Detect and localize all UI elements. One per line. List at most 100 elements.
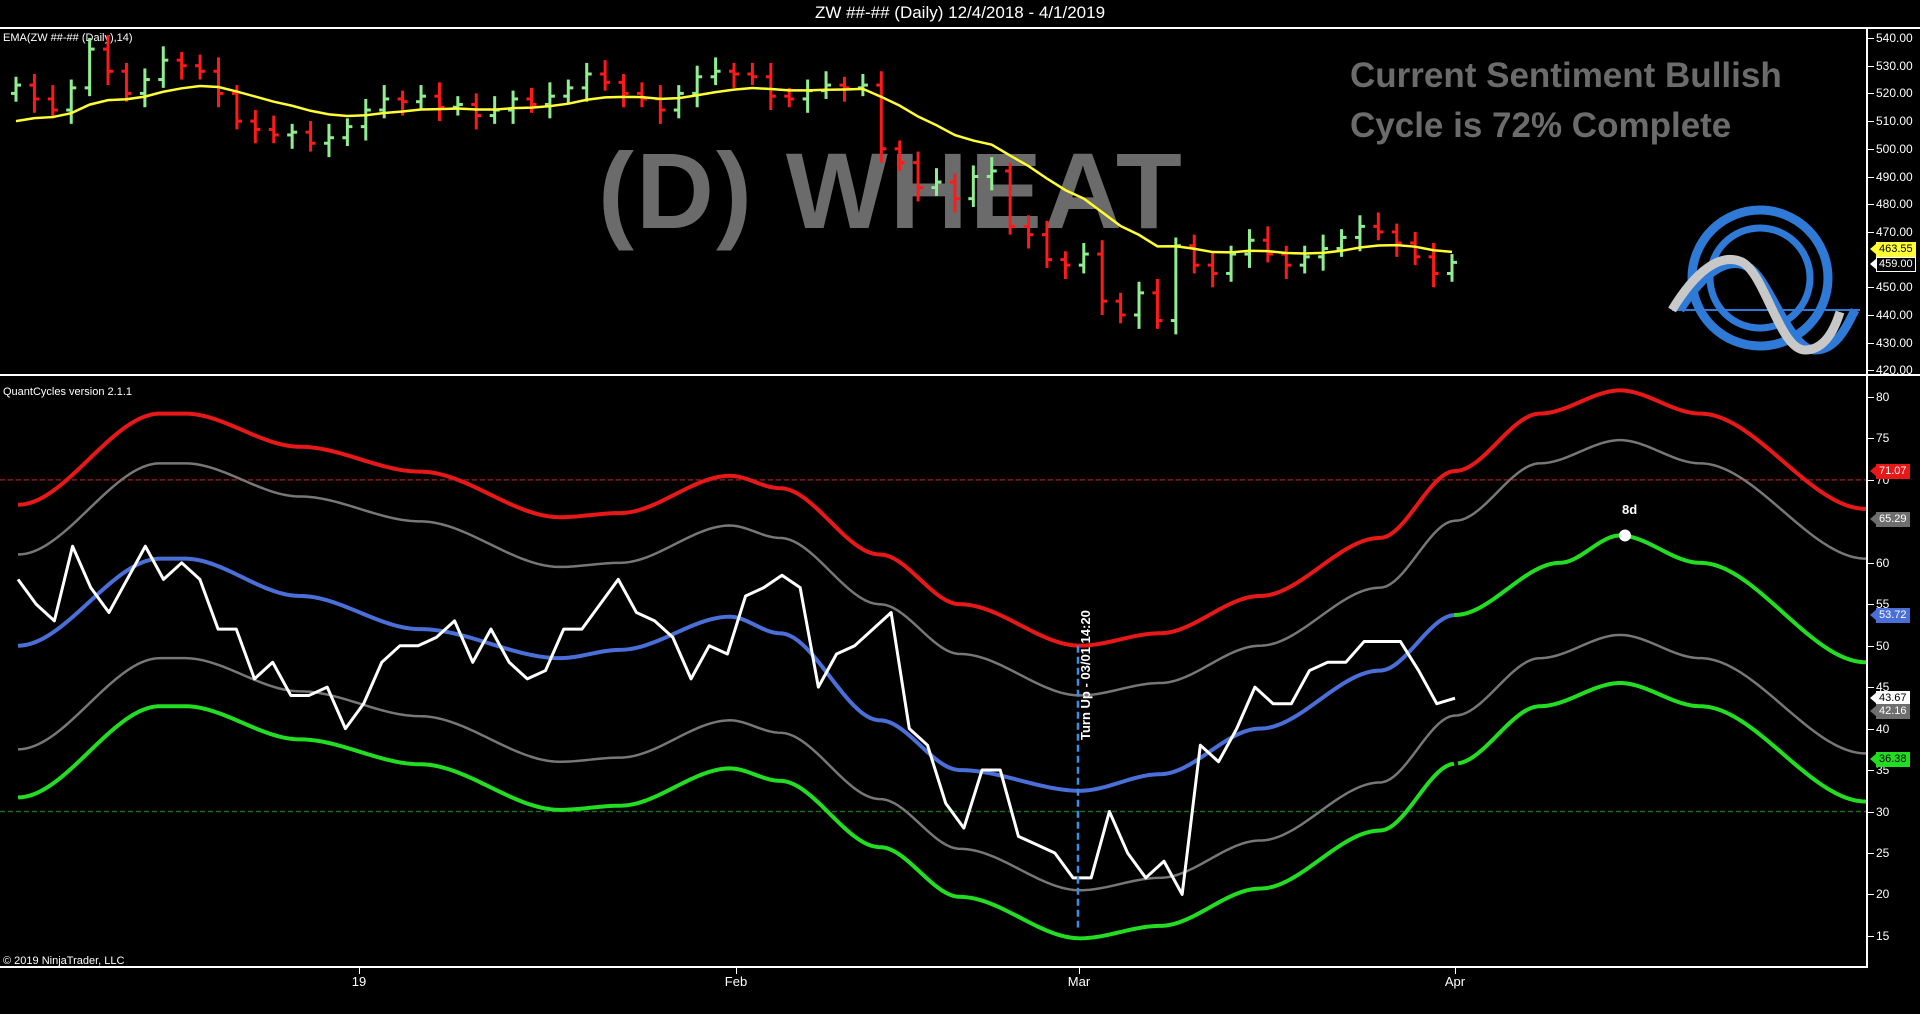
- mid-cycle-line: [17, 556, 1455, 793]
- price-flag: 463.55: [1870, 241, 1916, 257]
- x-axis-line: [0, 966, 1866, 968]
- oscillator-axis-tick: 30: [1867, 804, 1890, 819]
- oscillator-line: [16, 544, 1456, 896]
- oscillator-axis-tick: 50: [1867, 638, 1890, 653]
- down-bar: [29, 74, 40, 113]
- title-divider: [0, 27, 1920, 29]
- oscillator-flag: 65.29: [1870, 511, 1910, 527]
- down-bar: [1410, 231, 1421, 266]
- up-bar: [342, 118, 353, 147]
- price-axis-tick: 510.00: [1868, 114, 1913, 129]
- up-bar: [673, 85, 684, 119]
- up-bar: [692, 65, 703, 108]
- up-bar: [1134, 281, 1145, 329]
- down-bar: [434, 82, 445, 122]
- down-bar: [1373, 212, 1384, 241]
- ema-indicator-label: EMA(ZW ##-## (Daily),14): [3, 32, 133, 44]
- up-bar: [360, 98, 371, 141]
- oscillator-flag: 71.07: [1870, 464, 1910, 480]
- cycle-complete-text: Cycle is 72% Complete: [1350, 106, 1732, 145]
- price-axis-tick: 540.00: [1868, 31, 1913, 45]
- price-axis-tick: 430.00: [1868, 335, 1913, 350]
- price-axis-tick: 530.00: [1868, 58, 1913, 73]
- oscillator-axis-tick: 75: [1867, 431, 1890, 446]
- down-bar: [268, 115, 279, 144]
- down-bar: [1115, 292, 1126, 324]
- down-bar: [765, 62, 776, 111]
- down-bar: [1207, 251, 1218, 288]
- up-bar: [416, 85, 427, 111]
- up-bar: [287, 123, 298, 149]
- up-bar: [710, 57, 721, 86]
- down-bar: [636, 82, 647, 108]
- down-bar: [876, 71, 887, 163]
- down-bar: [1041, 220, 1052, 268]
- x-axis-label: 19: [351, 974, 367, 989]
- price-flag: 459.00: [1870, 257, 1916, 273]
- up-bar: [84, 38, 95, 97]
- down-bar: [176, 51, 187, 80]
- lower-inner-band-line: [17, 633, 1866, 892]
- down-bar: [250, 110, 261, 144]
- y-axis-line: [1866, 28, 1868, 968]
- down-bar: [949, 173, 960, 213]
- oscillator-chart[interactable]: [0, 0, 1866, 966]
- up-bar: [563, 79, 574, 105]
- oscillator-flag: 53.72: [1870, 607, 1910, 623]
- oscillator-flag: 42.16: [1870, 703, 1910, 719]
- up-bar: [1354, 215, 1365, 252]
- down-bar: [1152, 278, 1163, 329]
- oscillator-axis-tick: 80: [1867, 390, 1890, 404]
- sentiment-text: Current Sentiment Bullish: [1350, 56, 1782, 95]
- down-bar: [894, 140, 905, 171]
- up-bar: [1078, 242, 1089, 274]
- down-bar: [103, 35, 114, 86]
- oscillator-axis-tick: 25: [1867, 845, 1890, 860]
- down-bar: [747, 62, 758, 86]
- up-bar: [66, 79, 77, 124]
- x-axis-label: Mar: [1067, 974, 1091, 989]
- oscillator-axis-tick: 15: [1867, 928, 1890, 943]
- up-bar: [931, 168, 942, 196]
- oscillator-flag: 43.67: [1870, 691, 1910, 707]
- price-axis-tick: 470.00: [1868, 224, 1913, 239]
- down-bar: [1189, 234, 1200, 274]
- up-bar: [158, 46, 169, 88]
- up-bar: [139, 68, 150, 108]
- down-bar: [1005, 162, 1016, 235]
- cycle-marker-label: 8d: [1622, 502, 1638, 517]
- up-bar: [452, 96, 463, 116]
- x-tick-mark: [1079, 968, 1080, 974]
- up-bar: [323, 123, 334, 158]
- mid-cycle-projection: [1453, 533, 1866, 665]
- up-bar: [1447, 254, 1457, 282]
- down-bar: [47, 85, 58, 119]
- price-axis-tick: 520.00: [1868, 86, 1913, 101]
- chart-title: ZW ##-## (Daily) 12/4/2018 - 4/1/2019: [814, 3, 1106, 22]
- down-bar: [121, 62, 132, 102]
- price-axis-tick: 420.00: [1868, 363, 1913, 378]
- lower-band-line: [17, 704, 1455, 941]
- down-bar: [1060, 251, 1071, 279]
- price-chart[interactable]: [0, 0, 1866, 375]
- price-axis-tick: 490.00: [1868, 169, 1913, 184]
- up-bar: [581, 62, 592, 102]
- down-bar: [1262, 226, 1273, 263]
- quantcycles-logo: [1668, 205, 1860, 355]
- up-bar: [11, 76, 21, 102]
- x-axis-label: Apr: [1444, 974, 1466, 989]
- x-tick-mark: [736, 968, 737, 974]
- down-bar: [195, 54, 206, 80]
- down-bar: [913, 151, 924, 202]
- up-bar: [1336, 229, 1347, 257]
- down-bar: [1097, 240, 1108, 315]
- up-bar: [544, 82, 555, 119]
- x-tick-mark: [359, 968, 360, 974]
- down-bar: [600, 60, 611, 91]
- down-bar: [305, 121, 316, 152]
- cycle-peak-dot-icon: [1619, 529, 1631, 542]
- up-bar: [968, 165, 979, 207]
- down-bar: [1023, 215, 1034, 249]
- upper-inner-band-line: [17, 438, 1866, 697]
- oscillator-axis-tick: 55: [1867, 597, 1890, 612]
